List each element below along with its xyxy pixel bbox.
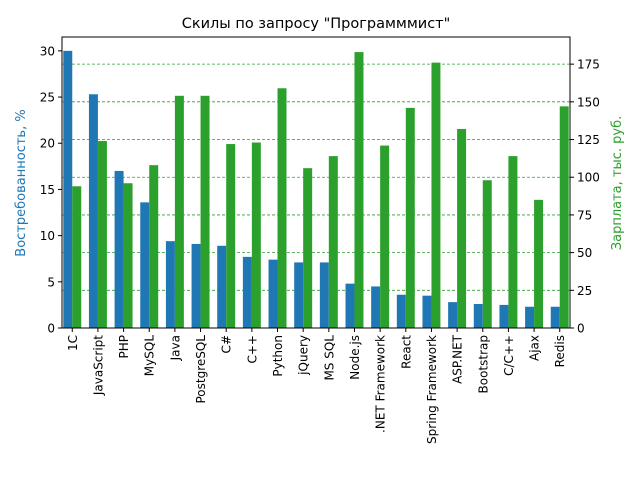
left-axis-ticks: 0 5 10 15 20 25 30 <box>40 44 62 336</box>
left-tick-label: 30 <box>40 44 55 58</box>
bar-demand-14 <box>422 295 432 328</box>
y-axis-label-left: Востребованность, % <box>14 109 29 256</box>
x-tick-label: MS SQL <box>322 335 336 381</box>
plot-frame <box>61 36 571 329</box>
x-tick-label: jQuery <box>297 335 311 376</box>
bar-salary-15 <box>457 128 467 328</box>
bar-demand-5 <box>191 243 201 328</box>
x-tick-label: C# <box>220 335 234 353</box>
right-tick-label: 50 <box>577 246 592 260</box>
bar-demand-1 <box>88 94 98 329</box>
bar-salary-13 <box>405 107 415 328</box>
bar-demand-3 <box>140 202 150 328</box>
x-tick-label: React <box>399 335 413 369</box>
left-tick-label: 15 <box>40 183 55 197</box>
bar-salary-10 <box>328 156 338 328</box>
right-tick-label: 75 <box>577 208 592 222</box>
bar-salary-7 <box>251 142 261 328</box>
x-tick-label: Redis <box>553 335 567 367</box>
bar-demand-11 <box>345 283 355 328</box>
x-tick-label: Python <box>271 335 285 377</box>
x-tick-label: .NET Framework <box>374 335 388 433</box>
x-tick-label: PostgreSQL <box>194 335 208 404</box>
bar-salary-2 <box>123 183 133 328</box>
bar-salary-8 <box>277 88 287 328</box>
right-tick-label: 100 <box>577 171 600 185</box>
right-tick-label: 125 <box>577 133 600 147</box>
bar-demand-17 <box>499 304 509 328</box>
bar-salary-14 <box>431 62 441 328</box>
grid-lines <box>62 63 570 291</box>
left-tick-label: 20 <box>40 137 55 151</box>
bar-demand-2 <box>114 170 124 328</box>
right-tick-label: 0 <box>577 322 585 336</box>
bar-salary-1 <box>97 141 107 328</box>
bar-salary-17 <box>508 156 518 328</box>
bar-demand-15 <box>448 302 458 328</box>
right-tick-label: 150 <box>577 95 600 109</box>
bar-demand-19 <box>550 306 560 328</box>
bar-salary-19 <box>559 106 569 328</box>
bar-demand-13 <box>396 294 406 328</box>
bar-demand-9 <box>294 262 304 328</box>
bar-demand-18 <box>525 306 535 328</box>
x-tick-label: Bootstrap <box>476 335 490 393</box>
left-tick-label: 5 <box>47 275 55 289</box>
chart-title: Скилы по запросу "Программмист" <box>182 16 451 32</box>
x-tick-label: MySQL <box>143 335 157 377</box>
axes <box>61 36 571 329</box>
bar-salary-11 <box>354 52 364 328</box>
right-tick-label: 175 <box>577 58 600 72</box>
left-tick-label: 10 <box>40 229 55 243</box>
bar-salary-4 <box>174 95 184 329</box>
bar-demand-0 <box>63 50 73 328</box>
x-tick-label: PHP <box>117 335 131 359</box>
bar-salary-9 <box>303 168 313 328</box>
y-axis-label-right: Зарплата, тыс. руб. <box>610 116 625 250</box>
bar-demand-12 <box>371 286 381 328</box>
bar-demand-8 <box>268 259 278 328</box>
x-tick-label: 1C <box>66 335 80 351</box>
bars <box>63 50 569 329</box>
bar-salary-3 <box>149 165 159 328</box>
right-axis-ticks: 0 25 50 75 100 125 150 175 <box>570 58 600 336</box>
right-tick-label: 25 <box>577 284 592 298</box>
left-tick-label: 25 <box>40 91 55 105</box>
x-tick-label: ASP.NET <box>451 334 465 384</box>
bar-demand-4 <box>165 241 175 328</box>
x-axis-ticks: 1C JavaScript PHP MySQL Java PostgreSQL C# C++ P… <box>66 328 567 444</box>
bar-demand-16 <box>473 303 483 328</box>
left-tick-label: 0 <box>47 322 55 336</box>
x-tick-label: C++ <box>245 335 259 364</box>
bar-demand-10 <box>319 262 329 328</box>
x-tick-label: Node.js <box>348 335 362 380</box>
bar-salary-18 <box>534 199 544 328</box>
bar-salary-12 <box>380 145 390 328</box>
x-tick-label: Java <box>168 335 182 361</box>
bar-demand-7 <box>242 256 252 328</box>
bar-salary-6 <box>226 144 236 328</box>
x-tick-label: Ajax <box>528 335 542 361</box>
bar-salary-16 <box>482 180 492 328</box>
x-tick-label: JavaScript <box>91 335 105 396</box>
x-tick-label: Spring Framework <box>425 335 439 444</box>
bar-salary-5 <box>200 95 210 329</box>
x-tick-label: C/C++ <box>502 335 516 376</box>
bar-salary-0 <box>72 186 82 328</box>
bar-demand-6 <box>217 245 227 328</box>
